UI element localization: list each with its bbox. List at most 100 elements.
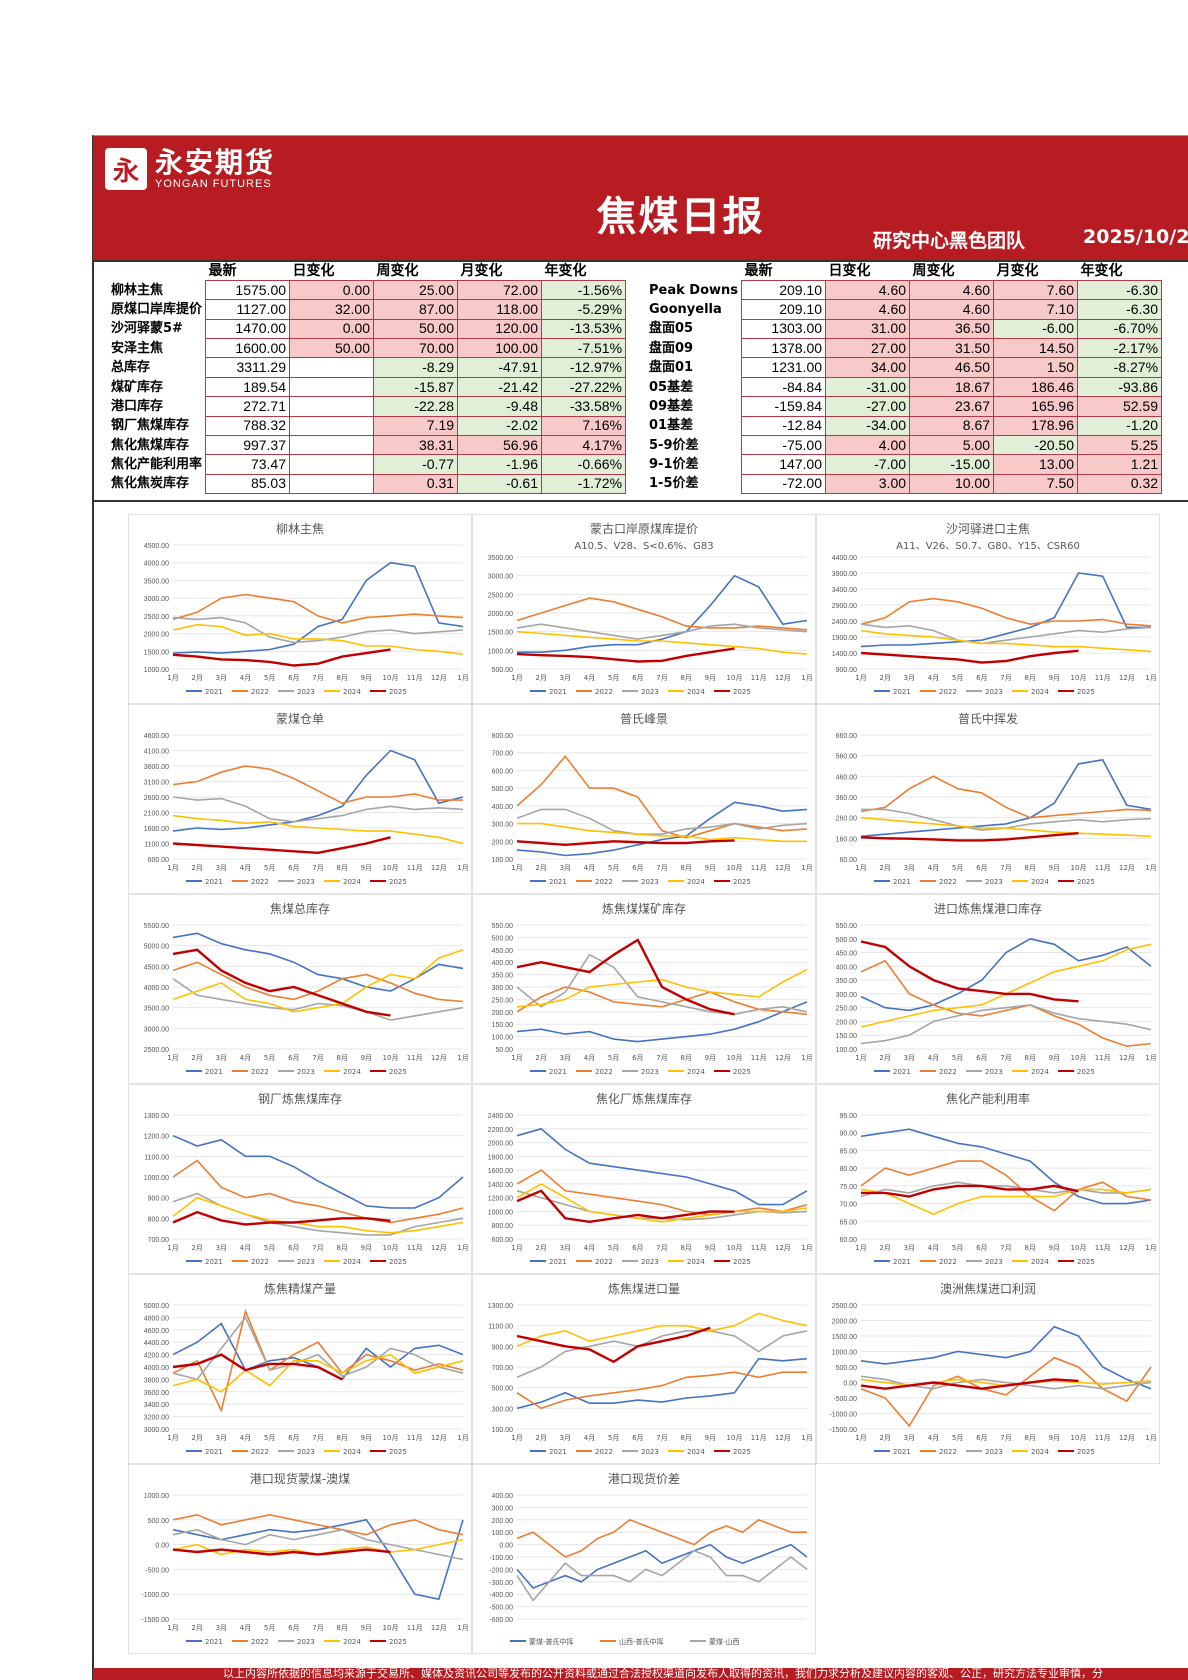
chart-title: 柳林主焦 <box>275 522 324 536</box>
chart-panel: 沙河驿进口主焦 A11、V26、S0.7、G80、Y15、CSR60 900.00 1… <box>816 514 1160 704</box>
chart-title: 炼焦煤煤矿库存 <box>601 902 686 916</box>
x-tick-label: 3月 <box>560 1054 571 1062</box>
legend-label: 2021 <box>893 1258 911 1266</box>
y-tick-label: 1400.00 <box>488 1182 513 1189</box>
table-cell: 56.96 <box>457 435 543 456</box>
x-tick-label: 7月 <box>312 1434 323 1442</box>
x-tick-label: 5月 <box>608 1054 619 1062</box>
y-tick-label: 3000.00 <box>488 574 513 581</box>
series-line <box>860 1128 1152 1205</box>
x-tick-label: 12月 <box>775 674 791 682</box>
x-tick-label: 8月 <box>336 1244 347 1252</box>
series-line <box>172 836 391 855</box>
x-tick-label: 4月 <box>584 1434 595 1442</box>
y-tick-label: 2000.00 <box>832 1319 857 1326</box>
row-label: 盘面05 <box>649 321 694 337</box>
y-tick-label: -500.00 <box>833 1396 857 1403</box>
table-cell: 50.00 <box>373 318 459 340</box>
table-cell: 10.00 <box>909 473 995 495</box>
y-tick-label: 1100.00 <box>144 1154 169 1161</box>
x-tick-label: 8月 <box>336 674 347 682</box>
legend-label: 2021 <box>549 1448 567 1456</box>
table-row: 09基差 -159.84 -27.00 23.67 165.96 52.59 <box>646 396 1163 417</box>
column-header: 月变化 <box>460 261 503 278</box>
y-tick-label: 0.00 <box>155 1543 169 1550</box>
y-tick-label: 80.00 <box>839 1166 857 1173</box>
y-tick-label: 2000.00 <box>144 632 169 639</box>
legend-label: 2022 <box>251 1068 269 1076</box>
y-tick-label: 250.00 <box>492 997 514 1004</box>
x-tick-label: 1月 <box>855 674 866 682</box>
legend-label: 2025 <box>1077 688 1095 696</box>
table-cell: 38.31 <box>373 435 459 456</box>
chart-title: 普氏中挥发 <box>957 712 1018 726</box>
chart-panel: 炼焦煤煤矿库存 50.00 100.00 150.00 200.00 250.00 300.… <box>472 894 816 1084</box>
table-cell: -9.48 <box>457 396 543 417</box>
y-tick-label: 600.00 <box>148 857 170 864</box>
x-tick-label: 4月 <box>928 674 939 682</box>
legend-label: 2023 <box>641 688 659 696</box>
series-line <box>172 1548 391 1556</box>
y-tick-label: -300.00 <box>489 1580 513 1587</box>
header-separator <box>93 260 1188 262</box>
table-cell: 118.00 <box>457 299 543 320</box>
x-tick-label: 5月 <box>952 864 963 872</box>
table-cell: -0.77 <box>373 454 459 475</box>
y-tick-label: 4600.00 <box>144 733 169 740</box>
table-cell <box>289 435 375 456</box>
legend-label: 2025 <box>389 1068 407 1076</box>
table-cell <box>289 396 375 417</box>
y-tick-label: 3500.00 <box>488 555 513 562</box>
x-tick-label: 8月 <box>680 864 691 872</box>
table-cell: -6.30 <box>1077 299 1163 320</box>
chart-svg: 100.00 200.00 300.00 400.00 500.00 600.00 700.… <box>492 733 813 886</box>
series-line <box>860 1004 1152 1045</box>
legend-label: 2024 <box>1031 1258 1049 1266</box>
x-tick-label: 5月 <box>264 1624 275 1632</box>
y-tick-label: 2500.00 <box>832 1303 857 1310</box>
table-cell: 788.32 <box>205 415 291 437</box>
x-tick-label: 1月 <box>511 1054 522 1062</box>
x-tick-label: 6月 <box>632 1434 643 1442</box>
table-cell: 27.00 <box>825 338 911 359</box>
x-tick-label: 7月 <box>312 1244 323 1252</box>
chart-subtitle: A11、V26、S0.7、G80、Y15、CSR60 <box>896 541 1080 552</box>
series-line <box>172 749 464 832</box>
y-tick-label: 500.00 <box>492 667 514 674</box>
y-tick-label: 65.00 <box>839 1219 857 1226</box>
series-line <box>860 1188 1152 1216</box>
x-tick-label: 10月 <box>1071 1054 1087 1062</box>
x-tick-label: 6月 <box>632 1054 643 1062</box>
y-tick-label: 900.00 <box>148 1196 170 1203</box>
row-label: 沙河驿蒙5# <box>111 321 183 337</box>
series-line <box>860 1378 1079 1390</box>
table-row: 焦化焦炭库存 85.03 0.31 -0.61 -1.72% <box>108 473 627 495</box>
y-tick-label: 1100.00 <box>144 842 169 849</box>
y-tick-label: 1000.00 <box>144 667 169 674</box>
x-tick-label: 7月 <box>312 1624 323 1632</box>
series-line <box>172 961 464 1003</box>
legend-label: 2022 <box>251 1448 269 1456</box>
series-line <box>516 968 808 1008</box>
y-tick-label: -1500.00 <box>829 1427 857 1434</box>
series-line <box>860 943 1152 1028</box>
chart-svg: 700.00 800.00 900.00 1000.00 1100.00 1200.00 1… <box>144 1113 469 1266</box>
x-tick-label: 7月 <box>312 1054 323 1062</box>
chart-svg: 1000.00 1500.00 2000.00 2500.00 3000.00 3500.… <box>144 543 469 696</box>
table-cell: 209.10 <box>741 299 827 320</box>
x-tick-label: 5月 <box>952 1244 963 1252</box>
y-tick-label: 400.00 <box>492 804 514 811</box>
report-title: 焦煤日报 <box>596 194 765 240</box>
row-label: 09基差 <box>649 398 694 414</box>
series-line <box>172 1538 464 1556</box>
x-tick-label: 11月 <box>1095 1434 1111 1442</box>
x-tick-label: 4月 <box>240 1624 251 1632</box>
y-tick-label: 200.00 <box>492 1518 514 1525</box>
y-tick-label: 3200.00 <box>144 1415 169 1422</box>
table-cell: 1600.00 <box>205 338 291 359</box>
table-cell: -72.00 <box>741 473 827 495</box>
series-line <box>172 1159 464 1224</box>
x-tick-label: 5月 <box>264 864 275 872</box>
x-tick-label: 2月 <box>879 864 890 872</box>
series-line <box>172 948 391 1017</box>
